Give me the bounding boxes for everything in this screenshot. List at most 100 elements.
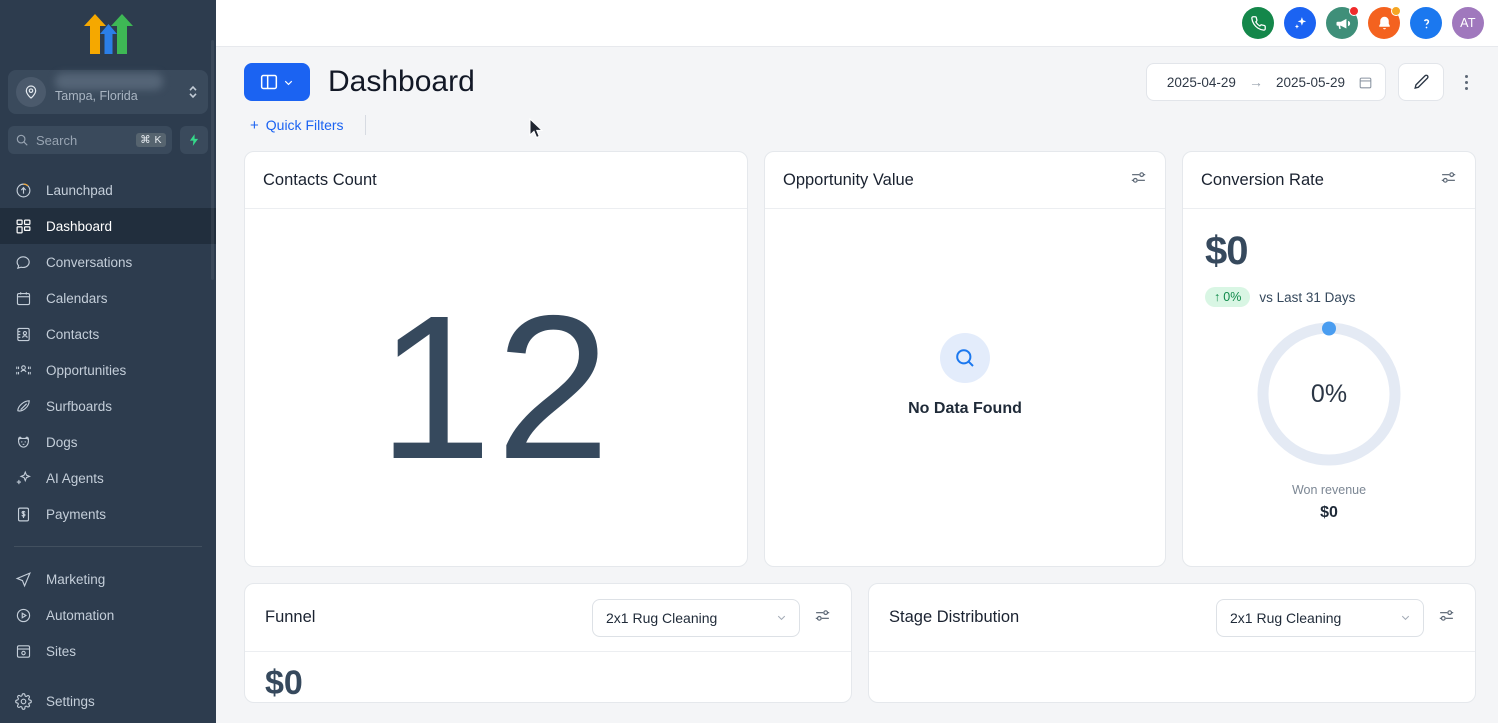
sidebar-item-label: Launchpad	[46, 182, 113, 198]
cards-row-2: Funnel 2x1 Rug Cleaning	[244, 583, 1476, 703]
magnifier-icon	[940, 333, 990, 383]
title-row: Dashboard	[244, 63, 475, 101]
contact-card-icon	[14, 325, 33, 344]
sidebar-item-label: Contacts	[46, 326, 100, 342]
conversion-delta-row: ↑ 0% vs Last 31 Days	[1205, 287, 1453, 307]
dashboard-cards: Contacts Count 12 Opportunity Value	[216, 135, 1498, 703]
three-arrows-logo-icon	[84, 14, 133, 54]
stage-distribution-body	[869, 652, 1475, 702]
help-button[interactable]	[1410, 7, 1442, 39]
card-header: Contacts Count	[245, 152, 747, 209]
phone-button[interactable]	[1242, 7, 1274, 39]
user-avatar[interactable]: AT	[1452, 7, 1484, 39]
card-title: Opportunity Value	[783, 170, 914, 189]
kebab-dot	[1464, 80, 1468, 84]
sidebar-item-launchpad[interactable]: Launchpad	[0, 172, 216, 208]
notifications-button[interactable]	[1368, 6, 1401, 39]
date-range-start: 2025-04-29	[1166, 74, 1236, 90]
card-header: Funnel 2x1 Rug Cleaning	[245, 584, 851, 652]
sidebar-item-label: AI Agents	[46, 470, 104, 486]
conversion-rate-body: $0 ↑ 0% vs Last 31 Days	[1183, 209, 1475, 566]
sidebar-item-label: Marketing	[46, 571, 106, 587]
page-header: Dashboard + Quick Filters 2025-04-29 → 2…	[216, 47, 1498, 135]
megaphone-icon	[1335, 18, 1350, 29]
sidebar-item-label: Opportunities	[46, 362, 127, 378]
chevron-down-icon	[1401, 615, 1410, 621]
selected-value: 2x1 Rug Cleaning	[1230, 609, 1342, 626]
plus-icon: +	[250, 116, 259, 134]
stage-pipeline-select[interactable]: 2x1 Rug Cleaning	[1216, 598, 1424, 637]
contacts-count-card: Contacts Count 12	[244, 151, 748, 567]
quick-filters-button[interactable]: + Quick Filters	[250, 115, 475, 135]
conversion-gauge: 0% Won revenue $0	[1205, 307, 1453, 566]
sidebar-item-opportunities[interactable]: Opportunities	[0, 352, 216, 388]
announcements-button[interactable]	[1326, 6, 1359, 39]
page-header-left: Dashboard + Quick Filters	[244, 63, 475, 135]
funnel-card: Funnel 2x1 Rug Cleaning	[244, 583, 852, 703]
layout-switch-button[interactable]	[244, 63, 310, 101]
sidebar-item-marketing[interactable]: Marketing	[0, 561, 216, 597]
card-header: Conversion Rate	[1183, 152, 1475, 209]
sparkle-ai-icon	[1294, 16, 1306, 29]
delta-arrow-icon: ↑	[1214, 290, 1221, 304]
sidebar-item-dogs[interactable]: Dogs	[0, 424, 216, 460]
notifications-badge	[1391, 6, 1401, 16]
funnel-pipeline-select[interactable]: 2x1 Rug Cleaning	[592, 598, 800, 637]
card-header: Stage Distribution 2x1 Rug Cleaning	[869, 584, 1475, 652]
sidebar-item-conversations[interactable]: Conversations	[0, 244, 216, 280]
sidebar-item-payments[interactable]: Payments	[0, 496, 216, 532]
date-range-picker[interactable]: 2025-04-29 → 2025-05-29	[1145, 63, 1386, 101]
date-range-end: 2025-05-29	[1275, 74, 1345, 90]
sidebar-item-calendars[interactable]: Calendars	[0, 280, 216, 316]
sidebar-item-automation[interactable]: Automation	[0, 597, 216, 633]
dog-icon	[14, 433, 33, 452]
sidebar-scrollbar[interactable]	[211, 40, 214, 280]
card-title: Funnel	[265, 608, 316, 626]
empty-state-text: No Data Found	[908, 400, 1022, 417]
quick-action-bolt-button[interactable]	[180, 126, 208, 154]
search-input[interactable]: Search ⌘ K	[8, 126, 172, 154]
sidebar-item-label: Payments	[46, 506, 107, 522]
delta-value: 0%	[1223, 290, 1242, 304]
sparkle-ai-icon	[14, 469, 33, 488]
sidebar-item-settings[interactable]: Settings	[0, 683, 216, 719]
stage-distribution-card: Stage Distribution 2x1 Rug Cleaning	[868, 583, 1476, 703]
quick-filters-label: Quick Filters	[265, 117, 344, 133]
empty-state: No Data Found	[765, 209, 1165, 566]
sliders-icon[interactable]	[1440, 169, 1457, 191]
browser-window-icon	[14, 642, 33, 661]
sidebar-item-label: Surfboards	[46, 398, 113, 414]
card-controls: 2x1 Rug Cleaning	[1216, 598, 1455, 637]
sliders-icon[interactable]	[1438, 607, 1455, 629]
surfboard-icon	[14, 397, 33, 416]
more-options-button[interactable]	[1456, 69, 1476, 96]
ai-sparkle-button[interactable]	[1284, 7, 1316, 39]
gauge-value: $0	[1320, 504, 1338, 521]
sidebar-item-surfboards[interactable]: Surfboards	[0, 388, 216, 424]
chevron-down-icon	[284, 80, 293, 85]
sidebar-item-ai-agents[interactable]: AI Agents	[0, 460, 216, 496]
delta-caption: vs Last 31 Days	[1259, 289, 1356, 305]
topbar: AT	[216, 0, 1498, 47]
chat-bubble-icon	[14, 253, 33, 272]
kebab-dot	[1464, 74, 1468, 78]
location-selector[interactable]: Tampa, Florida	[8, 70, 208, 114]
sidebar-item-sites[interactable]: Sites	[0, 633, 216, 669]
grid-dashboard-icon	[14, 217, 33, 236]
search-shortcut-badge: ⌘ K	[136, 132, 166, 148]
sidebar-item-label: Sites	[46, 643, 77, 659]
sliders-icon[interactable]	[814, 607, 831, 629]
sidebar-item-contacts[interactable]: Contacts	[0, 316, 216, 352]
logo[interactable]	[0, 0, 216, 66]
bolt-icon	[189, 134, 199, 146]
cards-row-1: Contacts Count 12 Opportunity Value	[244, 151, 1476, 567]
question-help-icon	[1423, 18, 1429, 28]
conversion-rate-card: Conversion Rate $0 ↑	[1182, 151, 1476, 567]
edit-dashboard-button[interactable]	[1398, 63, 1444, 101]
location-sublabel: Tampa, Florida	[55, 89, 138, 103]
sliders-icon[interactable]	[1130, 169, 1147, 191]
calendar-icon	[14, 289, 33, 308]
announcements-badge	[1349, 6, 1359, 16]
sidebar-item-dashboard[interactable]: Dashboard	[0, 208, 216, 244]
